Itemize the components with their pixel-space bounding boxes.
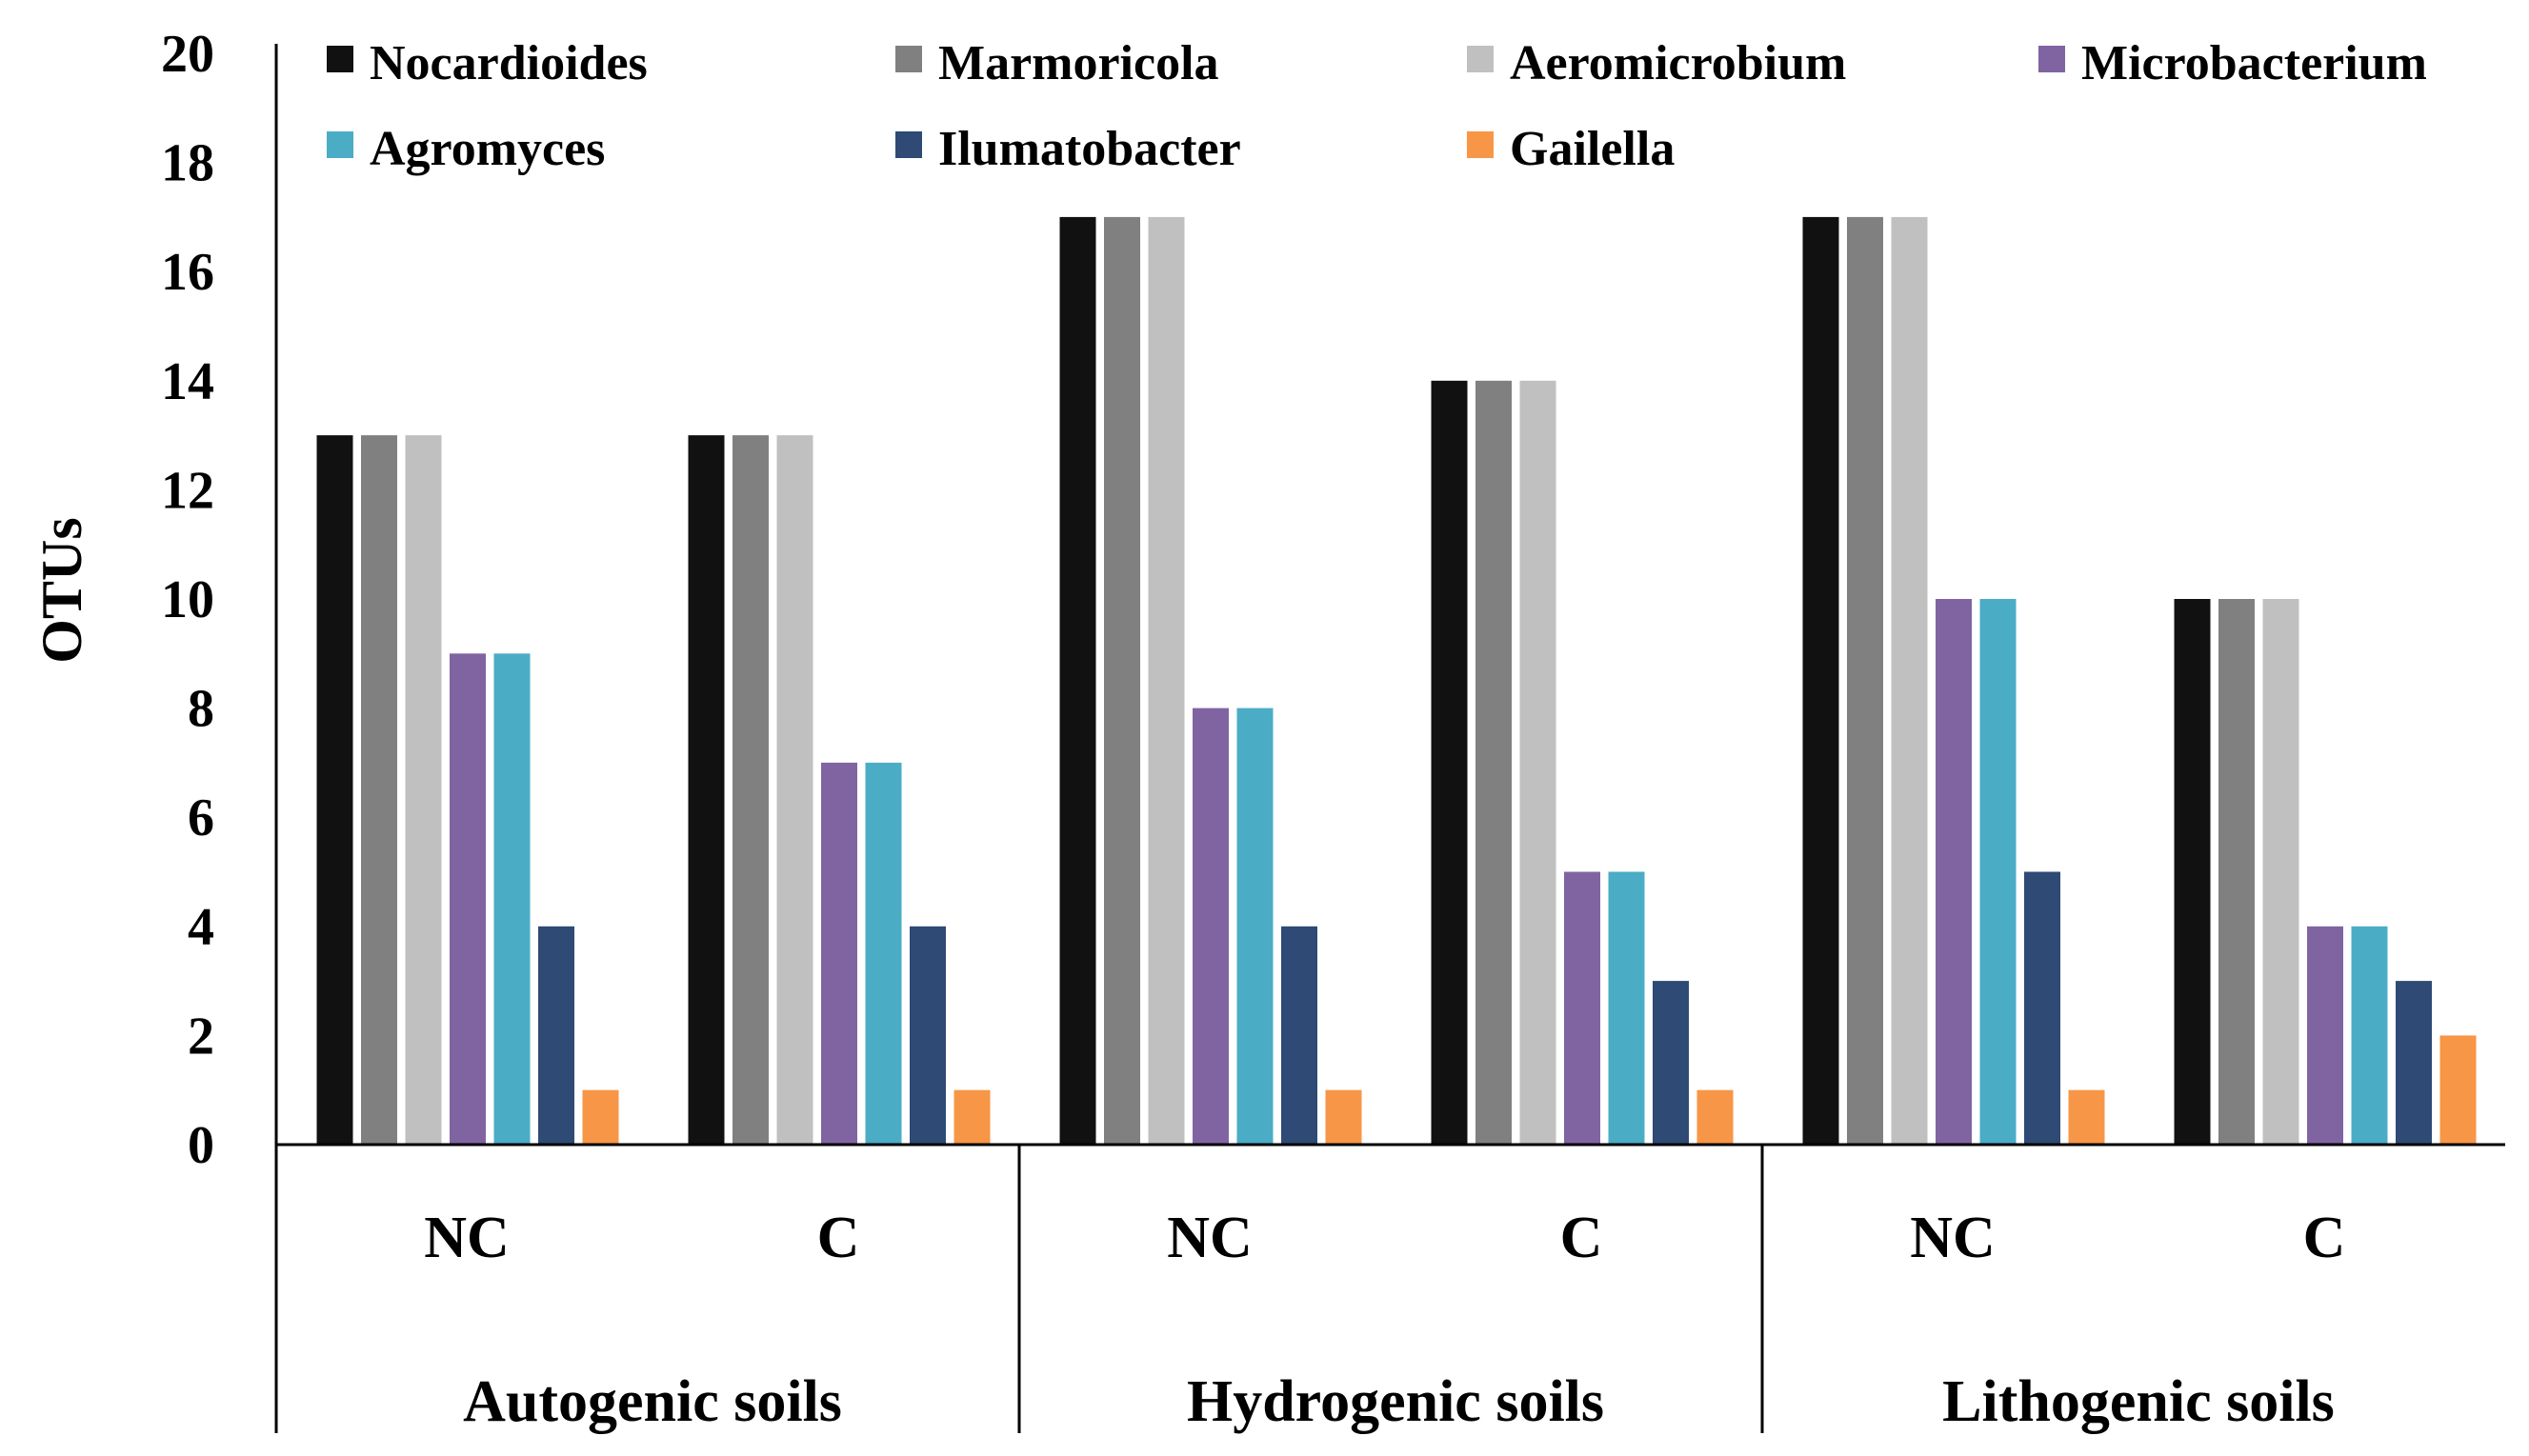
y-tick-label: 14: [161, 352, 214, 411]
bar-gailella: [1325, 1089, 1362, 1145]
bar-nocardioides: [316, 435, 353, 1146]
y-tick-label: 4: [188, 898, 214, 957]
bar-gailella: [582, 1089, 619, 1145]
y-tick-label: 8: [188, 680, 214, 739]
condition-label: NC: [1910, 1206, 1996, 1270]
bar-marmoricola: [361, 435, 397, 1146]
bar-gailella: [1696, 1089, 1734, 1145]
y-tick-label: 20: [161, 25, 214, 84]
legend-swatch: [895, 46, 922, 72]
legend-label: Microbacterium: [2081, 36, 2427, 90]
bar-aeromicrobium: [405, 435, 442, 1146]
bar-nocardioides: [1059, 216, 1096, 1145]
bar-microbacterium: [1564, 871, 1600, 1145]
bar-marmoricola: [733, 435, 769, 1146]
bar-microbacterium: [821, 762, 857, 1145]
bar-microbacterium: [2307, 926, 2343, 1145]
bar-nocardioides: [1802, 216, 1839, 1145]
bar-ilumatobacter: [1281, 926, 1317, 1145]
y-axis: 0 2 4 6 8 10 12 14 16 18 20: [161, 25, 278, 1433]
bar-agromyces: [1236, 708, 1274, 1145]
condition-label: NC: [424, 1206, 510, 1270]
bar-aeromicrobium: [1519, 380, 1556, 1145]
legend-label: Ilumatobacter: [938, 122, 1241, 176]
group-label: Hydrogenic soils: [1187, 1369, 1604, 1434]
y-tick-label: 6: [188, 788, 214, 848]
bar-ilumatobacter: [2024, 871, 2060, 1145]
legend-label: Agromyces: [370, 122, 605, 176]
bar-agromyces: [493, 653, 531, 1145]
bar-agromyces: [1608, 871, 1645, 1145]
group-label: Lithogenic soils: [1942, 1369, 2335, 1434]
bar-marmoricola: [1847, 216, 1883, 1145]
y-tick-label: 10: [161, 570, 214, 629]
group-label: Autogenic soils: [463, 1369, 842, 1434]
legend: Nocardioides Marmoricola Aeromicrobium Micr…: [327, 36, 2427, 176]
y-axis-label: OTUs: [30, 517, 93, 663]
legend-swatch: [327, 131, 353, 158]
bar-aeromicrobium: [2262, 599, 2299, 1145]
y-tick-label: 2: [188, 1007, 214, 1066]
bar-gailella: [2068, 1089, 2105, 1145]
bar-agromyces: [1979, 599, 2017, 1145]
condition-label: C: [2303, 1206, 2346, 1270]
legend-swatch: [327, 46, 353, 72]
condition-label: NC: [1167, 1206, 1253, 1270]
bar-nocardioides: [1431, 380, 1468, 1145]
bars: [316, 216, 2477, 1146]
bar-microbacterium: [450, 653, 486, 1145]
bar-ilumatobacter: [1653, 981, 1689, 1145]
legend-label: Aeromicrobium: [1510, 36, 1846, 90]
bar-agromyces: [2351, 926, 2388, 1145]
bar-gailella: [2439, 1035, 2477, 1145]
legend-swatch: [1467, 131, 1494, 158]
condition-label: C: [817, 1206, 860, 1270]
bar-marmoricola: [1475, 380, 1512, 1145]
bar-agromyces: [865, 762, 902, 1145]
legend-swatch: [1467, 46, 1494, 72]
y-tick-label: 18: [161, 134, 214, 193]
bar-marmoricola: [1104, 216, 1140, 1145]
bar-ilumatobacter: [910, 926, 946, 1145]
bar-microbacterium: [1193, 708, 1229, 1145]
y-tick-label: 0: [188, 1116, 214, 1175]
legend-swatch: [2038, 46, 2065, 72]
bar-aeromicrobium: [1891, 216, 1928, 1145]
x-axis: Autogenic soils NC C Hydrogenic soils NC C Lit…: [276, 1143, 2505, 1434]
bar-aeromicrobium: [1148, 216, 1185, 1145]
legend-label: Gailella: [1510, 122, 1675, 176]
bar-ilumatobacter: [2396, 981, 2432, 1145]
bar-nocardioides: [688, 435, 725, 1146]
bar-aeromicrobium: [776, 435, 813, 1146]
bar-microbacterium: [1936, 599, 1972, 1145]
condition-label: C: [1560, 1206, 1603, 1270]
y-tick-label: 16: [161, 243, 214, 302]
bar-nocardioides: [2174, 599, 2211, 1145]
legend-label: Nocardioides: [370, 36, 648, 90]
bar-marmoricola: [2218, 599, 2255, 1145]
legend-swatch: [895, 131, 922, 158]
bar-gailella: [953, 1089, 991, 1145]
y-tick-label: 12: [161, 461, 214, 520]
bar-ilumatobacter: [538, 926, 574, 1145]
legend-label: Marmoricola: [938, 36, 1219, 90]
